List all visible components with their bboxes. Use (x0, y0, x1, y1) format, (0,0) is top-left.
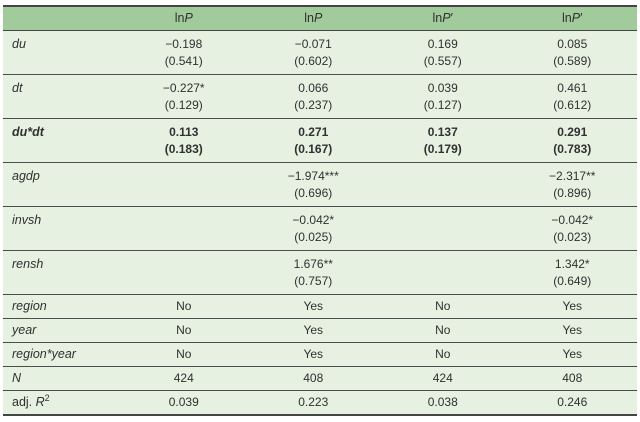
cell (119, 250, 249, 295)
cell: 408 (507, 366, 637, 391)
header-cell-lnp-prime-1: lnP′ (378, 6, 508, 31)
regression-table-page: lnP lnP lnP′ lnP′ du −0.198 (0.541) −0.07… (0, 5, 640, 422)
cell: 0.039 (119, 390, 249, 415)
cell: 0.038 (378, 390, 508, 415)
row-label-dt: dt (3, 74, 119, 119)
cell: Yes (248, 342, 378, 367)
row-label-invsh: invsh (3, 206, 119, 251)
row-year-fe: year No Yes No Yes (3, 318, 637, 343)
row-label-region-year: region*year (3, 342, 119, 367)
cell: 0.246 (507, 390, 637, 415)
header-row: lnP lnP lnP′ lnP′ (3, 6, 637, 31)
cell: 0.291 (0.783) (507, 118, 637, 163)
cell: Yes (248, 318, 378, 343)
cell: −0.071 (0.602) (248, 30, 378, 75)
cell (378, 206, 508, 251)
header-cell-lnp-1: lnP (119, 6, 249, 31)
header-cell-lnp-prime-2: lnP′ (507, 6, 637, 31)
cell: 0.113 (0.183) (119, 118, 249, 163)
header-cell-lnp-2: lnP (248, 6, 378, 31)
cell: 0.461 (0.612) (507, 74, 637, 119)
cell: 0.039 (0.127) (378, 74, 508, 119)
cell: −0.042* (0.025) (248, 206, 378, 251)
cell: −0.042* (0.023) (507, 206, 637, 251)
cell: No (119, 318, 249, 343)
row-label-region: region (3, 294, 119, 319)
cell: 0.169 (0.557) (378, 30, 508, 75)
cell: 0.223 (248, 390, 378, 415)
cell: 424 (378, 366, 508, 391)
cell: No (378, 342, 508, 367)
cell: 0.271 (0.167) (248, 118, 378, 163)
row-du-dt-interaction: du*dt 0.113 (0.183) 0.271 (0.167) 0.137 (0.… (3, 118, 637, 163)
row-observations: N 424 408 424 408 (3, 366, 637, 391)
table-header: lnP lnP lnP′ lnP′ (3, 6, 637, 31)
cell: Yes (507, 294, 637, 319)
cell: −1.974*** (0.696) (248, 162, 378, 207)
row-label-year: year (3, 318, 119, 343)
cell: −2.317** (0.896) (507, 162, 637, 207)
row-invsh: invsh −0.042* (0.025) −0.042* (0.023) (3, 206, 637, 251)
row-du: du −0.198 (0.541) −0.071 (0.602) 0.169 (0.5… (3, 30, 637, 75)
regression-results-table: lnP lnP lnP′ lnP′ du −0.198 (0.541) −0.07… (3, 5, 637, 416)
row-label-adj-r2: adj. R2 (3, 390, 119, 415)
cell: Yes (248, 294, 378, 319)
row-region-year-fe: region*year No Yes No Yes (3, 342, 637, 367)
row-rensh: rensh 1.676** (0.757) 1.342* (0.649) (3, 250, 637, 295)
row-adjusted-r-squared: adj. R2 0.039 0.223 0.038 0.246 (3, 390, 637, 415)
row-region-fe: region No Yes No Yes (3, 294, 637, 319)
row-agdp: agdp −1.974*** (0.696) −2.317** (0.896) (3, 162, 637, 207)
cell: 424 (119, 366, 249, 391)
cell (119, 162, 249, 207)
cell: 0.085 (0.589) (507, 30, 637, 75)
row-dt: dt −0.227* (0.129) 0.066 (0.237) 0.039 (0.1… (3, 74, 637, 119)
row-label-du: du (3, 30, 119, 75)
cell: 1.676** (0.757) (248, 250, 378, 295)
row-label-du-dt: du*dt (3, 118, 119, 163)
cell (119, 206, 249, 251)
cell (378, 162, 508, 207)
cell: 0.137 (0.179) (378, 118, 508, 163)
cell: −0.227* (0.129) (119, 74, 249, 119)
cell: No (119, 294, 249, 319)
cell: 0.066 (0.237) (248, 74, 378, 119)
table-body: du −0.198 (0.541) −0.071 (0.602) 0.169 (0.5… (3, 30, 637, 415)
cell: Yes (507, 342, 637, 367)
cell: 1.342* (0.649) (507, 250, 637, 295)
cell: No (378, 318, 508, 343)
cell: 408 (248, 366, 378, 391)
row-label-agdp: agdp (3, 162, 119, 207)
row-label-n: N (3, 366, 119, 391)
cell: −0.198 (0.541) (119, 30, 249, 75)
cell: Yes (507, 318, 637, 343)
row-label-rensh: rensh (3, 250, 119, 295)
cell: No (378, 294, 508, 319)
header-cell-empty (3, 6, 119, 31)
cell: No (119, 342, 249, 367)
cell (378, 250, 508, 295)
